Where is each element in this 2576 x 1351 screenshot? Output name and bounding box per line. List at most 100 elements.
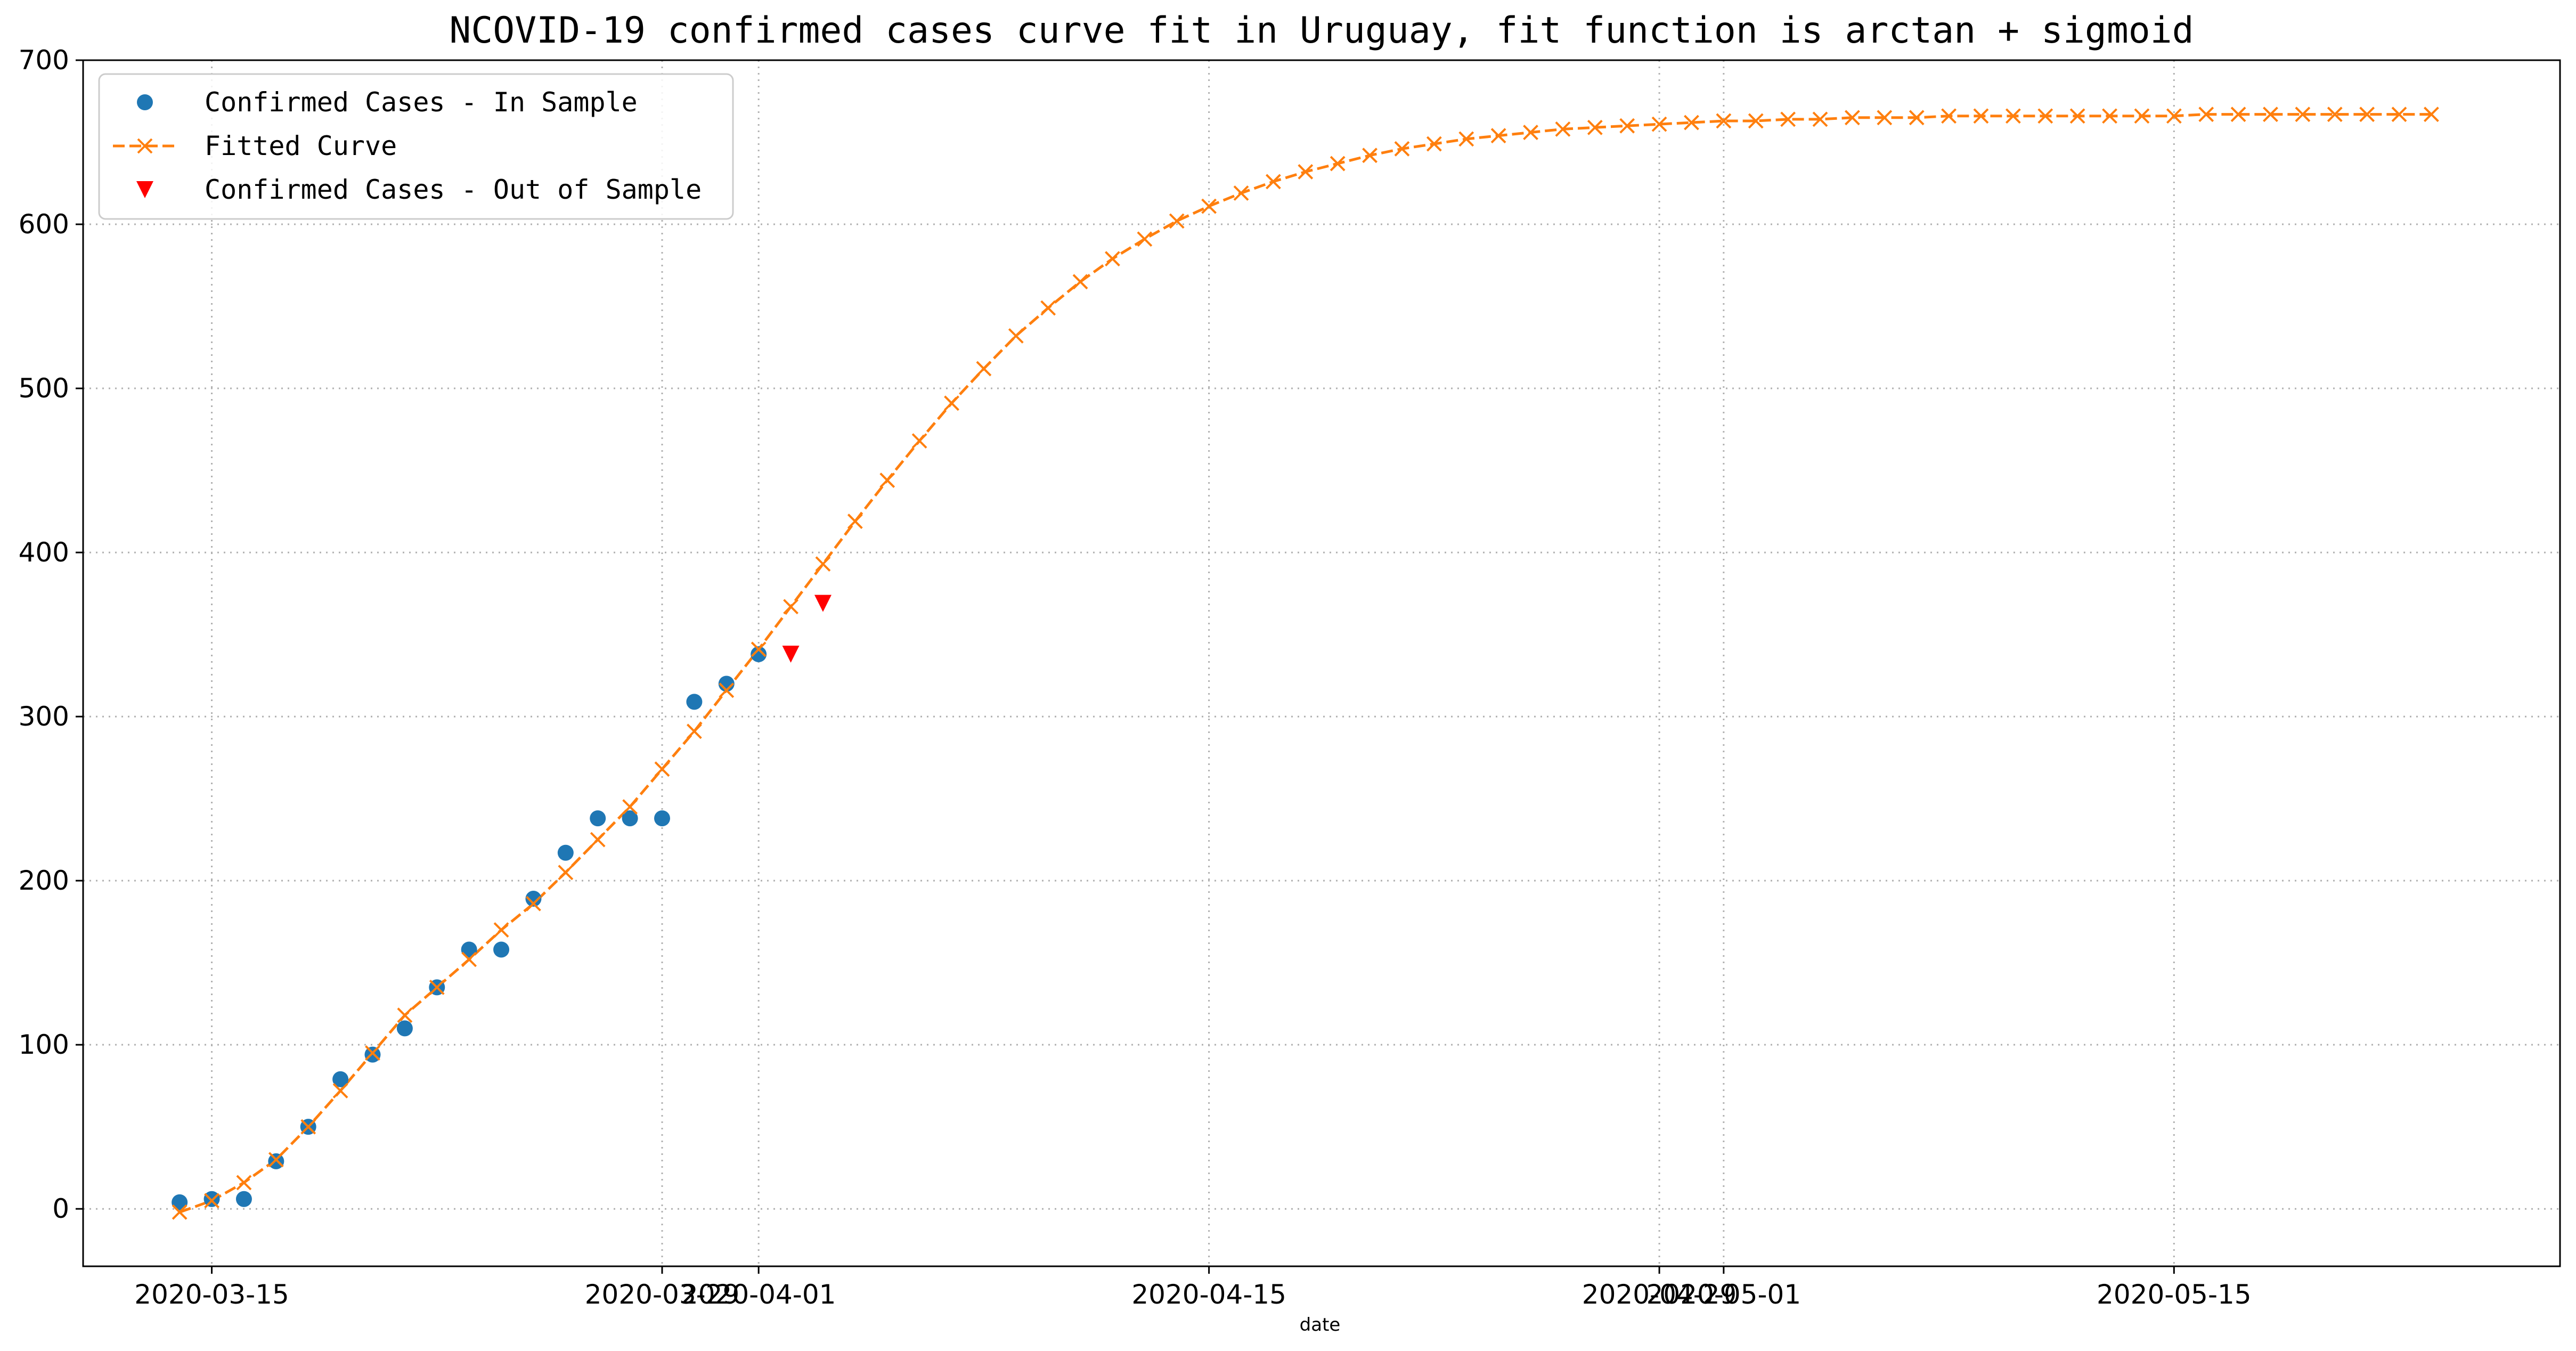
fitted-curve-marker [2037, 108, 2053, 124]
fitted-curve-marker [2295, 107, 2311, 123]
fitted-curve-marker [1072, 274, 1088, 290]
fitted-curve-marker [1748, 113, 1764, 129]
fitted-curve-marker [2327, 107, 2343, 123]
fitted-curve-marker [622, 799, 638, 815]
fitted-curve-marker [1201, 198, 1217, 214]
y-tick-label: 100 [19, 1029, 69, 1060]
fitted-curve-marker [397, 1007, 413, 1023]
fitted-curve-marker [1941, 108, 1957, 124]
in-sample-point [622, 810, 638, 827]
x-tick-label: 2020-03-15 [134, 1279, 289, 1310]
fitted-curve-marker [1137, 231, 1153, 247]
out-of-sample-point [814, 595, 832, 612]
fitted-curve-marker [1266, 174, 1281, 190]
fitted-curve-marker [204, 1193, 219, 1209]
fitted-curve-marker [268, 1152, 284, 1168]
y-tick-label: 700 [19, 45, 69, 76]
fitted-curve-marker [1587, 119, 1603, 135]
x-tick-label: 2020-03-29 [585, 1279, 740, 1310]
fitted-curve-marker [1105, 251, 1120, 267]
x-axis-label: date [1300, 1314, 1341, 1336]
legend-entry-label: Confirmed Cases - In Sample [205, 87, 638, 118]
fitted-curve-marker [1394, 141, 1410, 157]
fitted-curve-marker [1298, 164, 1314, 180]
y-tick-label: 200 [19, 865, 69, 896]
fitted-curve-marker [1490, 128, 1506, 144]
fitted-curve-marker [1523, 125, 1538, 140]
fitted-curve-marker [1008, 328, 1024, 344]
in-sample-point [396, 1020, 413, 1037]
fitted-curve-marker [2198, 107, 2214, 123]
fitted-curve-marker [1362, 148, 1377, 164]
legend-out-of-sample-symbol [136, 181, 153, 198]
in-sample-point [654, 810, 671, 827]
fitted-curve-marker [1619, 118, 1635, 134]
fitted-curve-marker [1973, 108, 1989, 124]
fitted-curve-marker [1330, 156, 1346, 172]
in-sample-point [235, 1191, 252, 1207]
y-tick-label: 500 [19, 373, 69, 404]
fitted-curve-marker [236, 1175, 252, 1191]
in-sample-point [461, 941, 477, 958]
in-sample-point [268, 1153, 284, 1169]
chart-title: NCOVID-19 confirmed cases curve fit in U… [449, 10, 2194, 52]
x-tick-label: 2020-04-01 [681, 1279, 836, 1310]
fitted-curve-marker [2424, 107, 2439, 123]
fitted-curve-marker [2230, 107, 2246, 123]
in-sample-point [172, 1194, 188, 1210]
fitted-curve-marker [815, 556, 831, 572]
in-sample-point [525, 891, 542, 907]
fitted-curve-marker [2102, 108, 2117, 124]
x-tick-label: 2020-05-15 [2097, 1279, 2252, 1310]
legend-box [98, 73, 734, 220]
legend: Confirmed Cases - In Sample Fitted Curve C… [98, 73, 734, 220]
fitted-curve-marker [2166, 108, 2182, 124]
fitted-curve-marker [2005, 108, 2021, 124]
fitted-curve-marker [1909, 110, 1925, 126]
fitted-curve-marker [526, 896, 541, 911]
grid-layer [83, 59, 2560, 1266]
in-sample-point [493, 941, 510, 958]
in-sample-point [686, 694, 703, 710]
y-tick-label: 300 [19, 701, 69, 732]
fitted-curve-marker [751, 641, 767, 657]
fitted-curve-marker [847, 514, 863, 529]
fitted-curve-marker [429, 979, 445, 995]
fitted-curve-marker [365, 1045, 380, 1061]
in-sample-point [364, 1046, 381, 1063]
fitted-curve-marker [558, 865, 574, 881]
fitted-curve-marker [1877, 110, 1893, 126]
fitted-curve-marker [332, 1083, 348, 1098]
fitted-curve-marker [1716, 113, 1732, 129]
fitted-curve-marker [1040, 300, 1056, 316]
in-sample-point [557, 844, 574, 861]
fitted-curve-marker [1651, 116, 1667, 132]
x-tick-label: 2020-05-01 [1646, 1279, 1801, 1310]
series-layer [172, 107, 2439, 1220]
out-of-sample-point [782, 646, 800, 663]
fitted-curve-marker [879, 473, 895, 488]
legend-in-sample-symbol [137, 94, 153, 110]
in-sample-point [332, 1071, 349, 1087]
fitted-curve-marker [493, 922, 509, 938]
fitted-curve-marker [2134, 108, 2150, 124]
fitted-curve-marker [2359, 107, 2375, 123]
in-sample-point [203, 1191, 220, 1207]
legend-entry-label: Fitted Curve [205, 131, 397, 161]
fitted-curve-marker [1684, 115, 1699, 131]
fitted-curve-marker [686, 723, 702, 739]
plot-frame [82, 59, 2561, 1267]
fitted-curve-marker [1555, 121, 1571, 137]
fitted-curve-marker [590, 832, 606, 848]
fitted-curve-marker [911, 433, 927, 449]
fitted-curve-marker [1845, 110, 1860, 126]
fitted-curve-marker [944, 395, 959, 411]
fitted-curve-marker [1780, 111, 1796, 127]
legend-entry-label: Confirmed Cases - Out of Sample [205, 174, 702, 205]
y-tick-label: 600 [19, 209, 69, 240]
x-tick-label: 2020-04-15 [1131, 1279, 1286, 1310]
fitted-curve-marker [976, 361, 992, 377]
fitted-curve-marker [2069, 108, 2085, 124]
